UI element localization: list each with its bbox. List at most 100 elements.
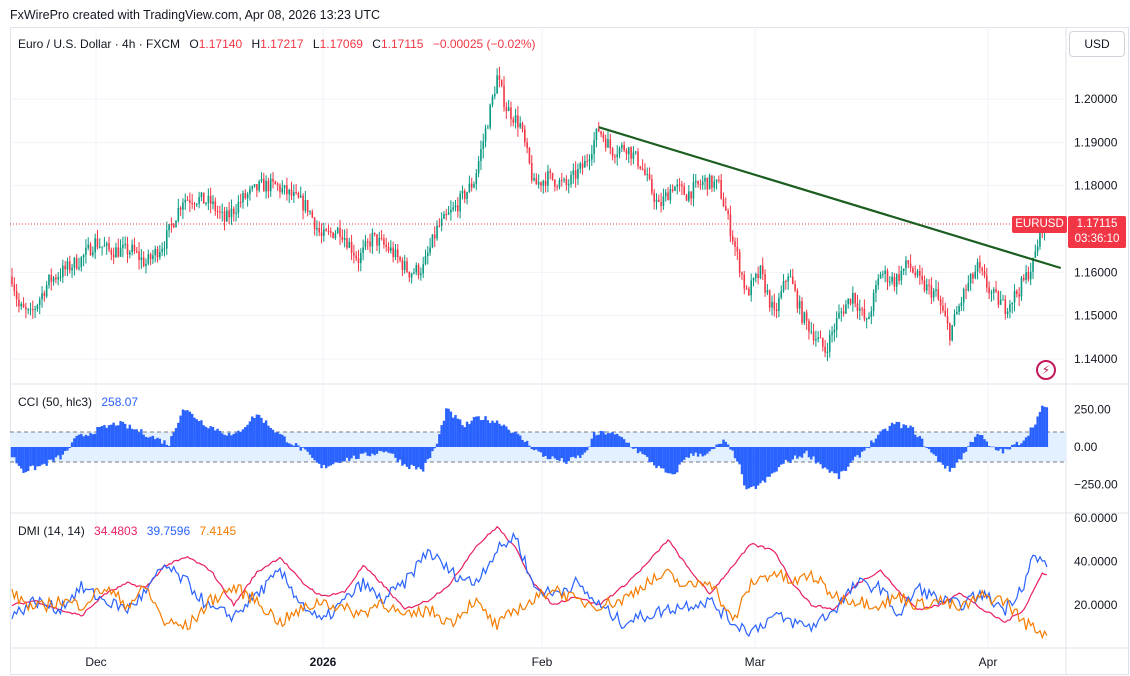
candle [50,268,53,291]
candle-body [316,228,318,230]
candle-body [979,262,981,268]
cci-bar [119,421,122,447]
cci-bar [1036,416,1039,447]
cci-bar [114,425,118,447]
candle-body [780,290,783,298]
candle [103,236,106,247]
cci-bar [847,447,850,467]
candle [891,272,893,285]
price-tick-label: 1.20000 [1074,92,1118,106]
candle [191,193,193,209]
cci-bar [338,447,342,464]
cci-bar [495,420,499,447]
candle [117,238,120,258]
candle-body [477,161,480,174]
candle-body [124,243,126,245]
candle [336,226,339,234]
candle-body [616,154,619,158]
candle-body [64,265,66,270]
candle-body [972,273,974,279]
candle [581,156,584,175]
candle [343,229,346,248]
candle-body [242,192,244,203]
candle [387,242,390,254]
cci-bar [13,447,16,458]
candle [914,265,917,279]
candle-body [31,309,34,311]
cci-bar [717,443,721,447]
candle [782,274,785,293]
cci-bar [706,447,709,454]
candle-body [343,238,346,240]
candle-body [96,238,99,248]
candle-body [584,161,586,168]
candle [96,229,99,250]
cci-bar [479,420,483,447]
candle-body [521,123,524,130]
candle-body [387,246,390,251]
cci-bar [858,447,861,458]
candle [168,223,170,238]
candle-body [267,180,270,192]
candle-body [306,200,309,212]
candle [1009,299,1011,319]
candle-body [256,184,258,191]
candle-body [41,293,43,300]
cci-bar [1024,437,1028,447]
alert-icon[interactable]: ⚡ [1036,360,1056,380]
candle [510,101,512,127]
candle [265,175,267,199]
cci-bar [110,424,113,447]
candle [1032,257,1034,279]
candle-body [907,260,910,264]
candle-body [115,247,117,258]
candle [602,131,605,143]
cci-bar [528,445,531,447]
candle-body [304,200,307,211]
cci-bar [960,447,963,460]
candle [842,304,845,317]
cci-bar [144,436,148,447]
cci-bar [978,434,982,447]
cci-bar [553,447,557,459]
candle-body [364,241,367,248]
cci-bar [609,433,612,447]
cci-bar [759,447,762,484]
candle-body [43,293,46,297]
candle-body [500,79,503,86]
candle [574,161,577,188]
candle-body [73,257,76,268]
candle [445,209,448,221]
candle-body [45,285,48,297]
price-tick-label: 1.15000 [1074,309,1118,323]
candle [690,191,692,206]
cci-bar [405,447,409,467]
cci-bar [421,447,425,472]
dmi-minus-di-line [11,568,1048,640]
candle [524,125,526,147]
candle-body [974,271,977,279]
cci-bar [597,434,600,447]
dmi-tick-label: 60.0000 [1074,511,1118,525]
cci-bar [567,447,570,462]
candle [567,179,570,194]
currency-button[interactable]: USD [1069,31,1125,57]
cci-bar [66,447,69,451]
candle-body [246,194,249,199]
cci-bar [849,447,852,464]
cci-bar [257,414,261,447]
candle [990,289,993,302]
candle-body [353,252,355,256]
low-label: L [312,37,320,51]
candle [267,177,270,199]
candle-body [394,249,397,258]
cci-bar [560,447,563,459]
candle [293,184,295,203]
candle-body [981,267,983,271]
candle-body [327,230,330,232]
cci-bar [96,427,99,447]
candle [704,174,706,190]
cci-bar [683,447,686,460]
cci-bar [285,442,289,447]
